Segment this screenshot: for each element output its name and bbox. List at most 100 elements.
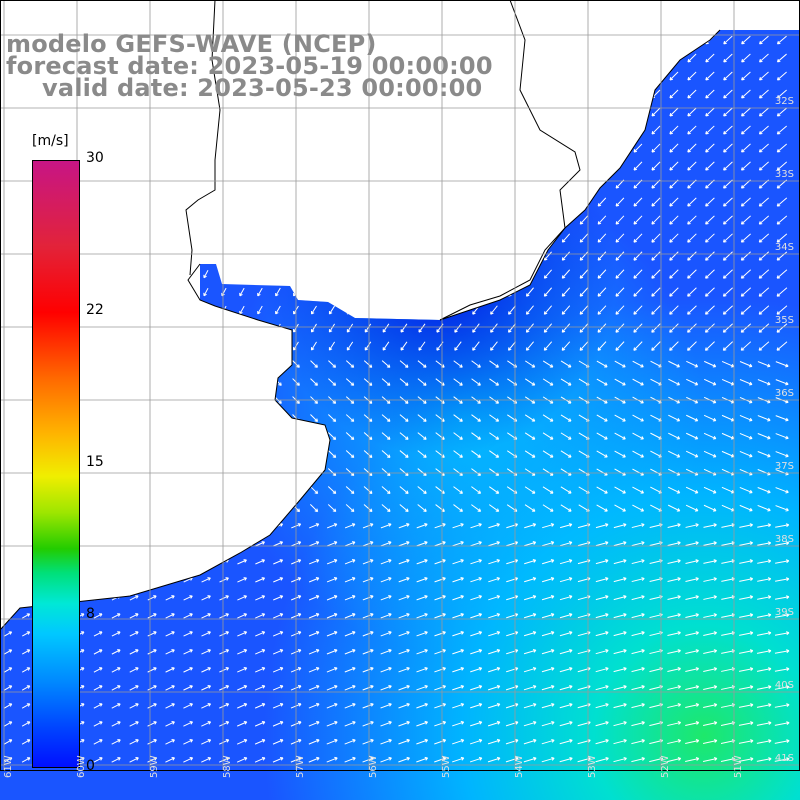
wind-arrow — [723, 125, 733, 135]
wind-arrow — [363, 450, 373, 458]
wind-arrow — [453, 360, 463, 368]
wind-arrow — [651, 287, 661, 297]
wind-arrow — [398, 523, 410, 529]
wind-arrow — [526, 35, 534, 45]
wind-arrow — [183, 685, 193, 691]
wind-arrow — [416, 666, 428, 673]
wind-arrow — [202, 468, 210, 477]
wind-arrow — [274, 450, 282, 459]
wind-arrow — [434, 523, 446, 529]
wind-arrow — [364, 107, 371, 117]
wind-arrow — [184, 468, 192, 477]
wind-arrow — [739, 379, 753, 386]
lon-label: 53W — [587, 755, 598, 778]
wind-arrow — [452, 577, 464, 583]
wind-arrow — [487, 720, 501, 727]
wind-arrow — [490, 233, 498, 243]
wind-arrow — [595, 541, 609, 547]
wind-arrow — [219, 541, 229, 547]
wind-arrow — [723, 215, 733, 225]
wind-arrow — [275, 287, 281, 297]
wind-arrow — [272, 702, 284, 709]
wind-arrow — [741, 89, 751, 99]
wind-arrow — [380, 613, 392, 619]
wind-arrow — [579, 107, 588, 117]
wind-arrow — [525, 341, 534, 351]
wind-arrow — [490, 341, 498, 351]
wind-arrow — [613, 559, 627, 565]
wind-arrow — [364, 233, 372, 243]
wind-arrow — [344, 559, 356, 565]
wind-arrow — [381, 360, 391, 368]
wind-arrow — [165, 721, 175, 727]
wind-arrow — [344, 702, 356, 709]
wind-arrow — [579, 269, 589, 279]
wind-arrow — [631, 595, 645, 601]
wind-arrow — [201, 703, 212, 709]
wind-arrow — [454, 269, 462, 279]
wind-arrow — [257, 251, 263, 261]
wind-arrow — [651, 305, 661, 315]
wind-arrow — [346, 143, 353, 153]
wind-arrow — [685, 432, 699, 440]
wind-arrow — [774, 667, 790, 672]
wind-arrow — [113, 126, 118, 134]
wind-arrow — [541, 666, 555, 673]
wind-arrow — [185, 198, 191, 207]
wind-arrow — [272, 631, 284, 637]
wind-arrow — [490, 35, 498, 45]
wind-arrow — [633, 323, 643, 333]
wind-arrow — [541, 595, 555, 601]
wind-arrow — [129, 577, 139, 583]
wind-arrow — [524, 523, 537, 529]
wind-arrow — [687, 35, 697, 45]
wind-arrow — [147, 703, 157, 709]
wind-arrow — [203, 305, 209, 315]
wind-arrow — [490, 107, 498, 117]
wind-arrow — [272, 685, 284, 691]
wind-arrow — [471, 378, 481, 386]
wind-arrow — [774, 595, 790, 600]
wind-arrow — [95, 342, 101, 351]
wind-arrow — [310, 432, 319, 440]
wind-arrow — [23, 306, 28, 314]
wind-arrow — [237, 613, 248, 619]
wind-arrow — [184, 504, 192, 513]
wind-arrow — [201, 667, 211, 673]
wind-arrow — [561, 269, 571, 279]
wind-arrow — [758, 161, 769, 171]
wind-arrow — [328, 341, 336, 351]
wind-arrow — [111, 559, 121, 565]
wind-arrow — [597, 287, 607, 297]
wind-arrow — [221, 323, 227, 333]
wind-arrow — [651, 107, 661, 117]
wind-arrow — [4, 631, 13, 637]
wind-arrow — [597, 323, 607, 333]
wind-arrow — [256, 468, 264, 477]
wind-arrow — [329, 161, 335, 171]
wind-arrow — [398, 577, 410, 583]
wind-arrow — [77, 126, 82, 134]
wind-arrow — [274, 414, 282, 422]
wind-arrow — [380, 523, 392, 529]
wind-arrow — [256, 414, 264, 422]
wind-arrow — [469, 756, 483, 763]
wind-arrow — [454, 323, 462, 333]
wind-arrow — [131, 378, 138, 386]
wind-arrow — [631, 613, 645, 619]
wind-arrow — [525, 323, 534, 333]
wind-arrow — [346, 197, 353, 207]
wind-arrow — [615, 89, 625, 99]
wind-arrow — [613, 595, 627, 601]
wind-arrow — [93, 613, 103, 619]
wind-arrow — [542, 378, 554, 386]
wind-arrow — [631, 541, 645, 547]
wind-arrow — [129, 757, 139, 763]
wind-arrow — [758, 305, 770, 315]
wind-arrow — [702, 757, 718, 762]
wind-arrow — [362, 648, 374, 655]
wind-arrow — [489, 486, 500, 494]
wind-arrow — [363, 432, 373, 440]
wind-arrow — [434, 756, 447, 763]
wind-arrow — [452, 702, 465, 709]
